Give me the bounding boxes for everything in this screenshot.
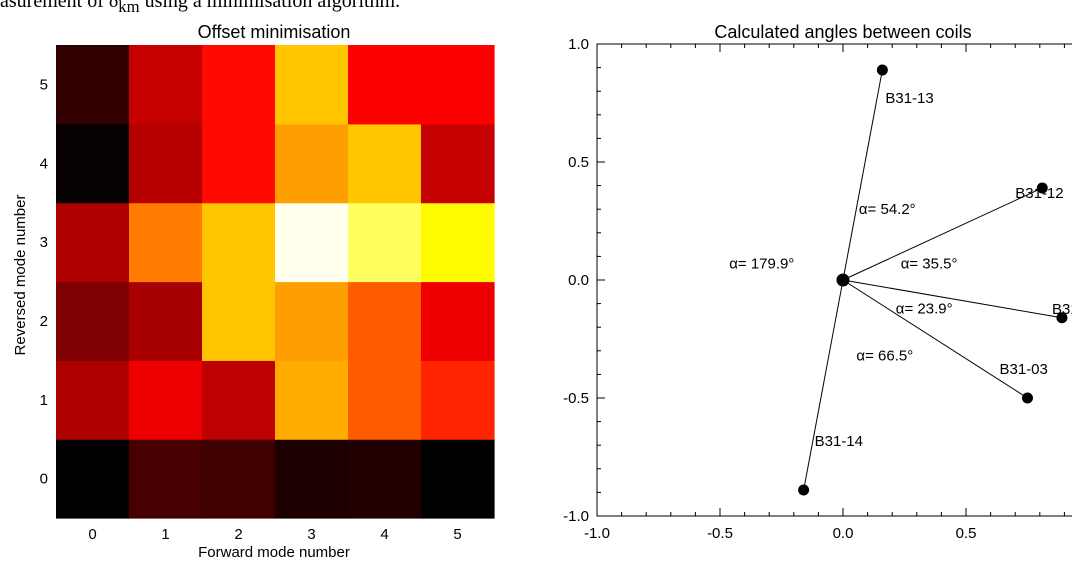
angle-label: α= 35.5° — [901, 255, 958, 272]
heatmap-y-tick-label: 5 — [40, 76, 48, 93]
x-tick-label: 0.5 — [956, 525, 977, 542]
heatmap-cell — [202, 439, 276, 519]
heatmap-cell — [348, 360, 422, 440]
heatmap-x-tick-label: 2 — [234, 526, 242, 543]
coil-label: B31-14 — [815, 433, 863, 450]
heatmap-y-tick-label: 1 — [40, 392, 48, 409]
heatmap-cell — [56, 439, 130, 519]
vector-line — [842, 187, 1043, 281]
angle-label: α= 54.2° — [859, 201, 916, 218]
vector-line — [842, 279, 1063, 319]
heatmap-cell — [275, 439, 349, 519]
coil-label: B31-03 — [1000, 361, 1048, 378]
heatmap-cell — [129, 123, 203, 204]
heatmap-ylabel: Reversed mode number — [12, 195, 29, 356]
coil-point — [798, 484, 810, 496]
y-tick-label: 1.0 — [568, 36, 589, 53]
heatmap-cell — [348, 281, 422, 361]
vector-line — [842, 279, 1028, 399]
heatmap-title: Offset minimisation — [198, 22, 351, 42]
heatmap-cell — [421, 123, 495, 204]
x-tick-label: -1.0 — [584, 525, 610, 542]
heatmap-cell — [348, 439, 422, 519]
y-tick-label: 0.5 — [568, 154, 589, 171]
heatmap-cell — [421, 202, 495, 283]
heatmap-x-tick-label: 1 — [161, 526, 169, 543]
caption-suffix: using a minimisation algorithm. — [139, 0, 401, 12]
angle-label: α= 179.9° — [729, 255, 794, 272]
heatmap-cell — [56, 45, 130, 125]
heatmap-cell — [56, 202, 130, 283]
coil-label: B31-12 — [1015, 185, 1063, 202]
heatmap-cell — [275, 45, 349, 125]
heatmap-cell — [421, 360, 495, 440]
x-tick-label: -0.5 — [707, 525, 733, 542]
heatmap-cell — [56, 123, 130, 204]
angle-chart-frame — [596, 43, 1072, 517]
heatmap-y-tick-label: 2 — [40, 313, 48, 330]
caption-subscript: km — [118, 0, 140, 12]
heatmap-y-tick-label: 0 — [40, 471, 48, 488]
heatmap-x-tick-label: 0 — [88, 526, 96, 543]
heatmap-cell — [129, 281, 203, 361]
heatmap-xlabel: Forward mode number — [198, 544, 350, 561]
heatmap-cell — [348, 202, 422, 283]
heatmap-cell — [129, 202, 203, 283]
heatmap-cell — [275, 360, 349, 440]
heatmap-chart: Offset minimisation 0 1 2 3 4 5 0 1 2 3 4 5 Forwar… — [12, 22, 495, 561]
heatmap-cell — [275, 202, 349, 283]
y-tick-label: -0.5 — [563, 390, 589, 407]
heatmap-cell — [348, 123, 422, 204]
heatmap-y-tick-label: 4 — [40, 155, 48, 172]
angle-label: α= 66.5° — [856, 348, 913, 365]
heatmap-cell — [275, 281, 349, 361]
coil-point — [876, 64, 888, 76]
heatmap-cell — [421, 439, 495, 519]
heatmap-x-tick-label: 5 — [453, 526, 461, 543]
heatmap-x-tick-label: 3 — [307, 526, 315, 543]
y-tick-label: 0.0 — [568, 272, 589, 289]
heatmap-cell — [129, 439, 203, 519]
heatmap-cell — [202, 123, 276, 204]
heatmap-cell — [348, 45, 422, 125]
coil-point — [1056, 312, 1068, 324]
y-tick-label: -1.0 — [563, 508, 589, 525]
heatmap-cell — [202, 202, 276, 283]
origin-point — [836, 273, 850, 287]
page-caption: asurement of δkm using a minimisation al… — [0, 0, 1072, 12]
heatmap-cell — [202, 45, 276, 125]
heatmap-cell — [421, 281, 495, 361]
caption-text: asurement of δ — [0, 0, 119, 12]
heatmap-cell — [202, 360, 276, 440]
vector-line — [803, 279, 844, 491]
angle-label: α= 23.9° — [896, 300, 953, 317]
vector-line — [842, 69, 883, 281]
coil-point — [1022, 392, 1033, 404]
heatmap-cell — [129, 45, 203, 125]
heatmap-cell — [56, 360, 130, 440]
heatmap-cell — [56, 281, 130, 361]
heatmap-cell — [129, 360, 203, 440]
heatmap-y-tick-label: 3 — [40, 234, 48, 251]
coil-point — [1036, 182, 1048, 194]
coil-label: B31-02 — [1052, 301, 1072, 318]
angle-chart-title: Calculated angles between coils — [714, 22, 971, 42]
heatmap-cell — [202, 281, 276, 361]
coil-label: B31-13 — [885, 90, 933, 107]
x-tick-label: 0.0 — [833, 525, 854, 542]
heatmap-cell — [421, 45, 495, 125]
heatmap-x-tick-label: 4 — [380, 526, 388, 543]
heatmap-cell — [275, 123, 349, 204]
